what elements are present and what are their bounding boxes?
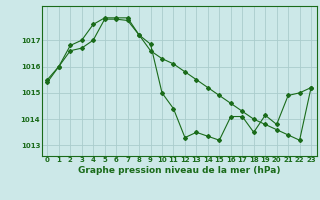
X-axis label: Graphe pression niveau de la mer (hPa): Graphe pression niveau de la mer (hPa) (78, 166, 280, 175)
